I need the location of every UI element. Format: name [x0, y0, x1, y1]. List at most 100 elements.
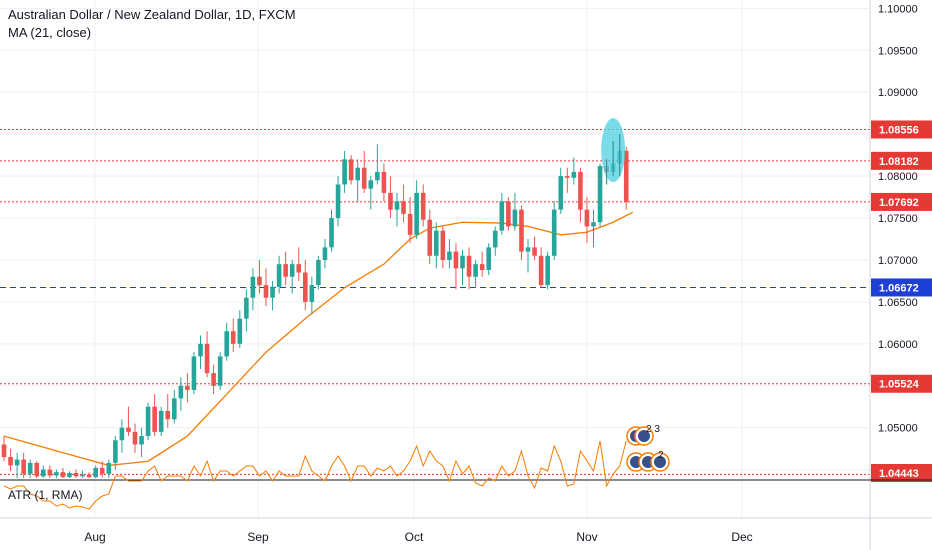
candle-body-74	[486, 247, 491, 271]
candle-body-84	[551, 209, 557, 256]
annotation-label-bottom: 2	[658, 450, 664, 461]
candle-body-67	[440, 230, 446, 260]
price-label-bg-0[interactable]	[871, 120, 932, 139]
price-label-3: 1.06672	[879, 282, 919, 294]
candle-body-6	[41, 469, 46, 477]
candle-body-76	[499, 201, 505, 231]
candle-body-64	[420, 192, 426, 220]
price-tick-1: 1.09500	[878, 45, 918, 57]
candle-body-85	[558, 176, 564, 210]
candle-body-32	[211, 373, 216, 386]
candle-body-11	[73, 472, 79, 477]
candle-body-12	[80, 474, 85, 477]
candle-body-89	[584, 209, 590, 227]
candle-body-27	[178, 385, 184, 399]
candle-body-52	[342, 159, 347, 185]
time-tick-aug[interactable]: Aug	[84, 530, 105, 544]
price-label-bg-3[interactable]	[871, 278, 932, 297]
candle-body-30	[198, 343, 203, 357]
candle-body-31	[204, 343, 210, 374]
candle-body-16	[106, 462, 112, 474]
candle-body-61	[401, 201, 406, 214]
time-tick-oct[interactable]: Oct	[405, 530, 424, 544]
price-label-bg-5[interactable]	[871, 464, 932, 482]
atr-pane	[0, 440, 932, 519]
price-label-bg-1[interactable]	[871, 151, 932, 170]
candle-body-73	[479, 264, 485, 271]
candle-body-49	[322, 247, 328, 260]
candle-body-33	[217, 356, 223, 386]
candle-body-24	[158, 410, 164, 432]
candle-body-35	[230, 331, 236, 344]
candle-body-66	[434, 230, 439, 256]
price-label-4: 1.05524	[879, 379, 920, 391]
candle-body-45	[296, 264, 302, 273]
candle-body-68	[447, 251, 452, 260]
horizontal-levels	[0, 128, 870, 475]
candle-body-23	[152, 406, 157, 432]
candle-body-70	[460, 255, 465, 269]
price-tick-10: 1.05000	[878, 423, 918, 435]
candle-body-88	[578, 171, 583, 210]
candle-body-37	[244, 297, 249, 319]
price-tick-8: 1.06000	[878, 339, 918, 351]
candle-body-26	[172, 398, 177, 420]
candle-body-20	[132, 431, 138, 445]
price-axis[interactable]: 1.100001.095001.090001.085001.080001.075…	[869, 0, 932, 550]
chart-legend: Australian Dollar / New Zealand Dollar, …	[8, 6, 296, 42]
time-axis[interactable]: Aug Sep Oct Nov Dec	[84, 530, 752, 544]
candle-body-42	[276, 264, 282, 287]
candle-body-8	[54, 472, 59, 476]
candle-body-82	[538, 255, 544, 286]
candle-body-10	[67, 472, 72, 478]
candle-body-3	[21, 459, 26, 474]
candle-body-91	[597, 166, 603, 223]
candle-body-72	[473, 264, 478, 277]
price-label-2: 1.07692	[879, 197, 919, 209]
price-tick-2: 1.09000	[878, 87, 918, 99]
time-tick-dec[interactable]: Dec	[731, 530, 752, 544]
price-tick-0: 1.10000	[878, 3, 918, 15]
candle-body-75	[492, 230, 498, 248]
ma-indicator-title: MA (21, close)	[8, 25, 92, 40]
annotation-b3-icon	[654, 456, 666, 468]
time-tick-nov[interactable]: Nov	[576, 530, 597, 544]
candle-body-46	[303, 272, 308, 302]
candle-body-51	[335, 184, 341, 219]
candle-body-65	[427, 219, 433, 256]
symbol-title: Australian Dollar / New Zealand Dollar, …	[8, 7, 296, 22]
candle-body-58	[381, 171, 387, 193]
candle-body-44	[289, 264, 295, 277]
candle-body-14	[93, 467, 98, 478]
price-label-5: 1.04443	[879, 468, 919, 480]
price-label-bg-4[interactable]	[871, 374, 932, 393]
candle-body-53	[348, 159, 354, 181]
candle-body-4	[27, 462, 33, 474]
candle-body-9	[60, 472, 66, 478]
candle-body-60	[394, 201, 400, 210]
time-tick-sep[interactable]: Sep	[247, 530, 269, 544]
candle-body-86	[565, 176, 570, 178]
candle-body-29	[191, 356, 197, 390]
candle-body-43	[283, 264, 288, 277]
ma-21-line	[3, 211, 634, 467]
candle-body-69	[453, 251, 459, 269]
candle-body-22	[145, 406, 151, 437]
annotation-a2-icon	[638, 430, 650, 442]
ma-line	[3, 211, 634, 467]
candle-body-5	[34, 462, 40, 477]
candle-body-41	[270, 286, 275, 298]
candle-body-18	[119, 427, 125, 441]
candle-body-80	[525, 247, 531, 252]
price-label-bg-2[interactable]	[871, 192, 932, 211]
candle-body-38	[250, 276, 256, 298]
pattern-annotations[interactable]: 2 3 2	[626, 424, 670, 472]
price-tick-7: 1.06500	[878, 297, 918, 309]
candle-body-71	[466, 255, 472, 277]
candle-body-90	[591, 222, 596, 227]
highlight-ellipse	[601, 118, 626, 185]
candle-body-40	[263, 285, 269, 298]
